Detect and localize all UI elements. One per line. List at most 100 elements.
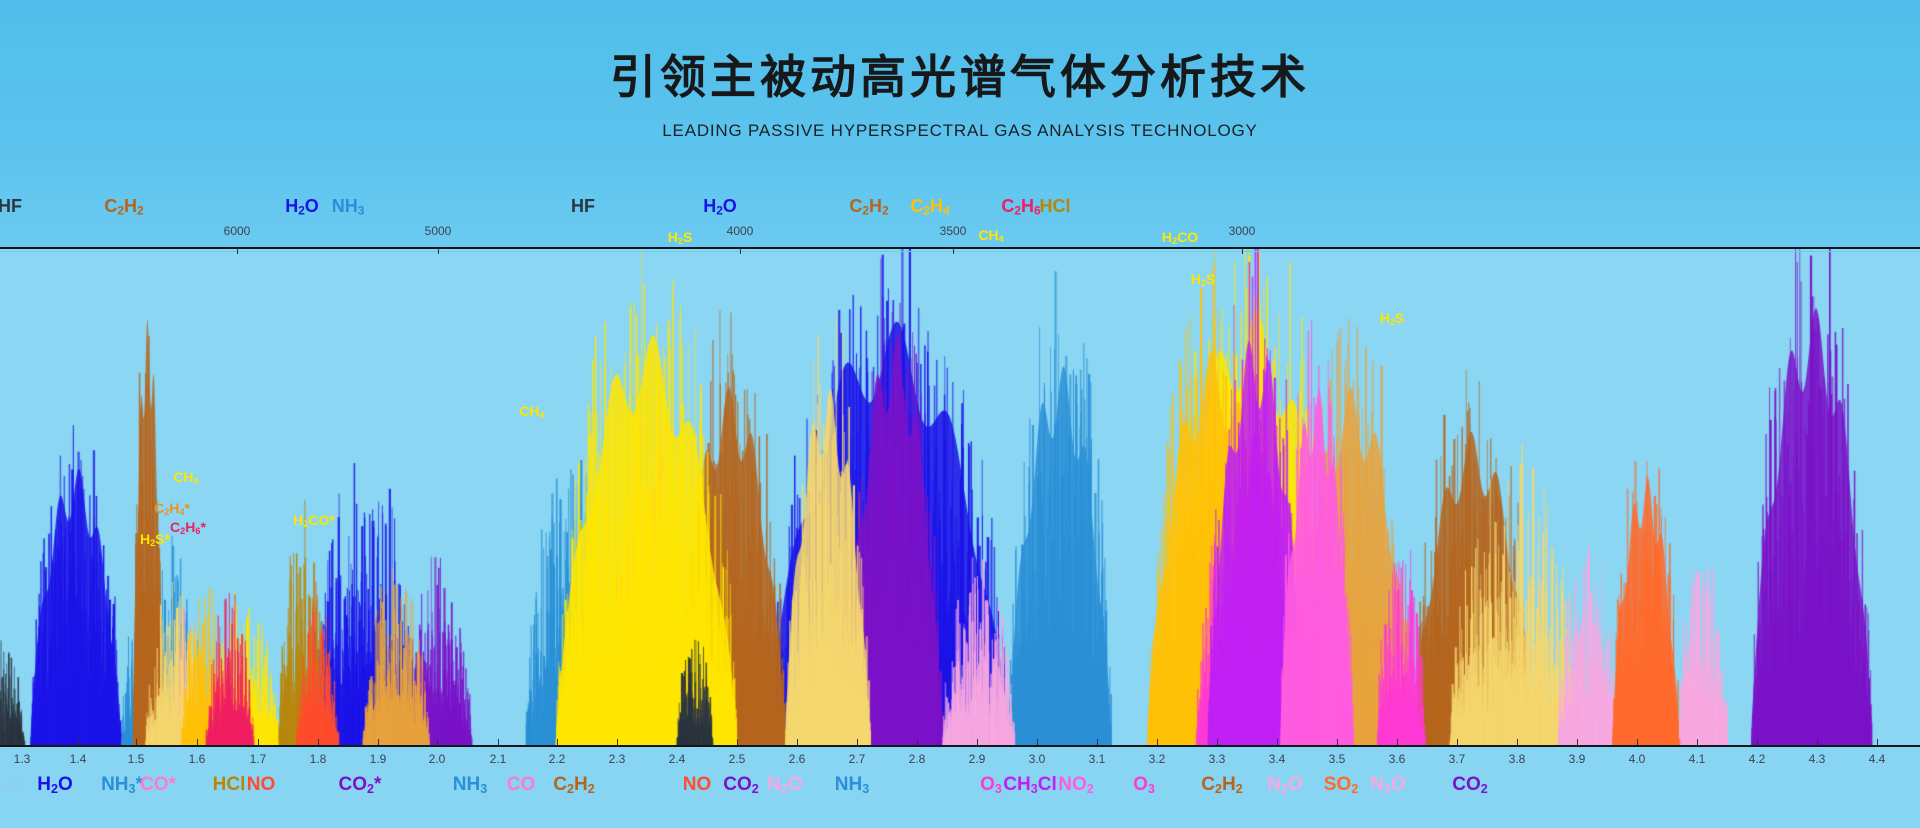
bottom-tick-label: 2.3 — [608, 752, 626, 766]
bottom-tick-label: 4.0 — [1628, 752, 1646, 766]
species-label-hf: HF — [571, 196, 595, 216]
bottom-tick-label: 3.4 — [1268, 752, 1286, 766]
species-label-c2h2: C2H2 — [104, 196, 144, 218]
bottom-tick-label: 3.8 — [1508, 752, 1526, 766]
species-label-c2h4: C2H4* — [154, 500, 190, 518]
species-label-ch4: CH4 — [519, 403, 545, 421]
bottom-tick-label: 2.1 — [489, 752, 507, 766]
bottom-tick-mark — [1277, 739, 1278, 745]
bottom-tick-label: 1.3 — [13, 752, 31, 766]
page-title: 引领主被动高光谱气体分析技术 — [610, 50, 1310, 104]
species-label-nh3: NH3 — [331, 196, 365, 218]
top-tick-mark — [1242, 248, 1243, 254]
spectrum-plot — [0, 248, 1920, 745]
species-label-c2h2: C2H2 — [553, 774, 595, 796]
axis-top-line — [0, 247, 1920, 249]
bottom-tick-label: 2.8 — [908, 752, 926, 766]
species-label-nh3: NH3 — [452, 774, 488, 796]
species-label-no: NO — [682, 774, 712, 795]
bottom-tick-label: 3.9 — [1568, 752, 1586, 766]
bottom-tick-mark — [797, 739, 798, 745]
bottom-tick-mark — [977, 739, 978, 745]
bottom-tick-label: 3.0 — [1028, 752, 1046, 766]
bottom-tick-label: 3.1 — [1088, 752, 1106, 766]
top-tick-mark — [438, 248, 439, 254]
species-label-c2h4: C2H4 — [910, 196, 950, 218]
bottom-tick-mark — [677, 739, 678, 745]
bottom-tick-mark — [437, 739, 438, 745]
bottom-tick-mark — [1697, 739, 1698, 745]
species-label-co2: CO2* — [338, 774, 382, 796]
species-label-ch4: CH4 — [173, 469, 199, 487]
species-label-h2co: H2CO* — [293, 512, 335, 530]
top-tick-mark — [237, 248, 238, 254]
axis-bottom-line — [0, 745, 1920, 747]
bottom-tick-mark — [318, 739, 319, 745]
species-label-co2: CO2 — [723, 774, 759, 796]
bottom-tick-mark — [1517, 739, 1518, 745]
species-label-c2h6: C2H6 — [1001, 196, 1041, 218]
bottom-tick-label: 1.4 — [69, 752, 87, 766]
bottom-tick-label: 2.9 — [968, 752, 986, 766]
top-tick-mark — [953, 248, 954, 254]
species-label-h2o: H2O — [703, 196, 737, 218]
bottom-tick-mark — [1337, 739, 1338, 745]
bottom-tick-mark — [917, 739, 918, 745]
species-label-h2s: H2S* — [139, 531, 171, 549]
top-tick-label: 3500 — [939, 224, 967, 238]
bottom-tick-label: 4.2 — [1748, 752, 1766, 766]
species-label-n2o: N2O — [0, 774, 24, 796]
bottom-tick-mark — [1037, 739, 1038, 745]
species-label-h2o: H2O — [37, 774, 73, 796]
bottom-tick-label: 2.4 — [668, 752, 686, 766]
banner-header: 引领主被动高光谱气体分析技术 LEADING PASSIVE HYPERSPEC… — [0, 0, 1920, 200]
bottom-tick-mark — [258, 739, 259, 745]
top-tick-label: 4000 — [726, 224, 754, 238]
species-label-n2o: N2O — [1370, 774, 1406, 796]
species-label-h2s: H2S — [1379, 310, 1405, 328]
species-label-co: CO* — [140, 774, 176, 795]
species-label-hcl: HCl — [212, 774, 246, 795]
bottom-tick-mark — [1817, 739, 1818, 745]
bottom-tick-mark — [857, 739, 858, 745]
species-label-c2h6: C2H6* — [170, 519, 206, 537]
top-tick-label: 3000 — [1228, 224, 1256, 238]
species-label-so2: SO2 — [1323, 774, 1359, 796]
bottom-tick-label: 3.5 — [1328, 752, 1346, 766]
species-label-o3: O3 — [1133, 774, 1155, 796]
bottom-tick-mark — [617, 739, 618, 745]
bottom-tick-mark — [1097, 739, 1098, 745]
top-tick-label: 5000 — [424, 224, 452, 238]
species-label-nh3: NH3* — [101, 774, 143, 796]
top-tick-label: 6000 — [223, 224, 251, 238]
bottom-tick-mark — [1457, 739, 1458, 745]
bottom-tick-mark — [737, 739, 738, 745]
bottom-tick-label: 1.5 — [127, 752, 145, 766]
bottom-tick-label: 4.1 — [1688, 752, 1706, 766]
bottom-tick-label: 2.7 — [848, 752, 866, 766]
bottom-tick-label: 4.3 — [1808, 752, 1826, 766]
bottom-tick-mark — [1637, 739, 1638, 745]
page-subtitle: LEADING PASSIVE HYPERSPECTRAL GAS ANALYS… — [662, 120, 1258, 140]
bottom-tick-label: 3.7 — [1448, 752, 1466, 766]
species-label-h2s: H2S — [667, 229, 693, 247]
bottom-tick-mark — [136, 739, 137, 745]
species-label-no2: NO2 — [1058, 774, 1094, 796]
bottom-tick-mark — [1877, 739, 1878, 745]
species-label-h2co: H2CO — [1161, 229, 1199, 247]
bottom-tick-mark — [557, 739, 558, 745]
species-label-ch4: CH4 — [978, 227, 1004, 245]
species-label-ch3cl: CH3Cl — [1003, 774, 1057, 796]
bottom-tick-label: 2.6 — [788, 752, 806, 766]
top-tick-mark — [740, 248, 741, 254]
species-label-h2s: H2S — [1190, 271, 1216, 289]
species-label-nh3: NH3 — [834, 774, 870, 796]
species-label-n2o: N2O — [767, 774, 803, 796]
bottom-tick-label: 3.3 — [1208, 752, 1226, 766]
species-label-co2: CO2 — [1452, 774, 1488, 796]
bottom-tick-label: 1.6 — [188, 752, 206, 766]
bottom-tick-label: 1.7 — [249, 752, 267, 766]
species-label-o3: O3 — [980, 774, 1002, 796]
species-label-hf: HF — [0, 196, 22, 216]
